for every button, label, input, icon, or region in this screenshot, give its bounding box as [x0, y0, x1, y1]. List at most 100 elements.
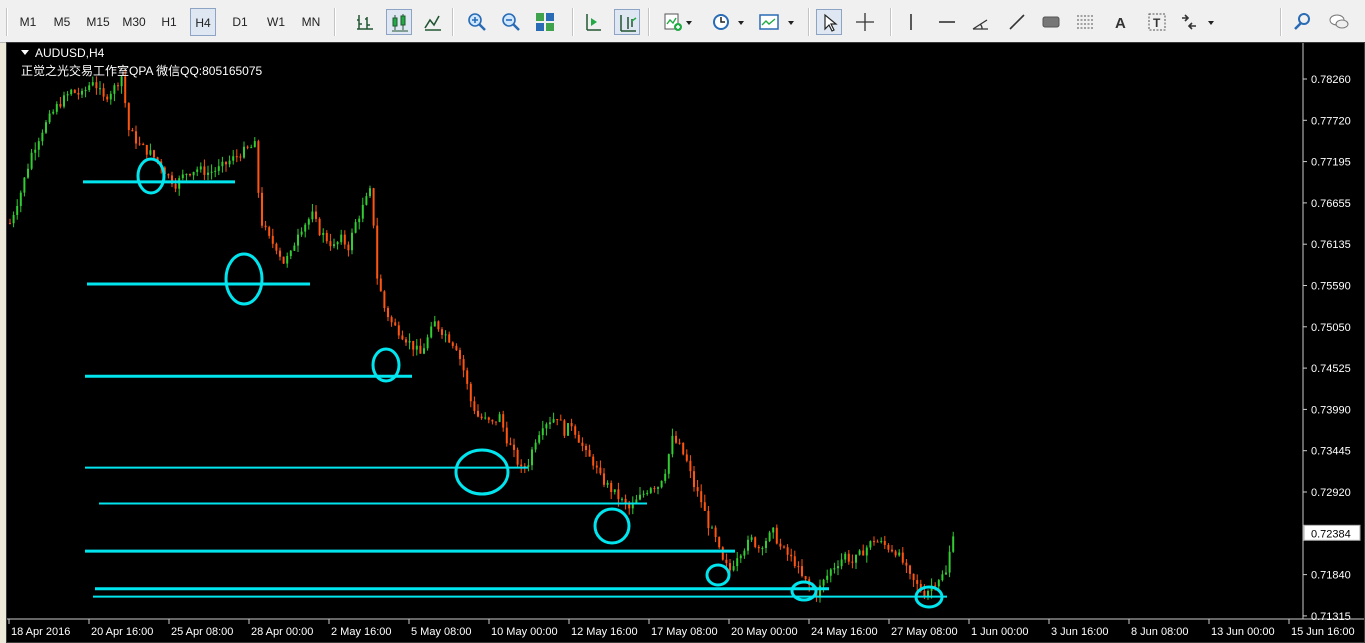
indicators-button[interactable] [660, 9, 686, 35]
search-button[interactable] [1290, 9, 1316, 35]
time-tick-label: 13 Jun 00:00 [1211, 626, 1275, 638]
price-chart[interactable]: 0.78260 0.77720 0.77195 0.76655 0.76135 0.755… [7, 43, 1364, 642]
toolbar-separator [6, 8, 8, 36]
current-price-box [1303, 524, 1361, 541]
candle-body [300, 231, 303, 235]
timeframe-h1[interactable]: H1 [161, 15, 177, 29]
crosshair-button[interactable] [852, 9, 878, 35]
timeframe-m1[interactable]: M1 [19, 15, 37, 29]
dropdown-arrow-icon[interactable] [1208, 21, 1214, 25]
toolbar-separator [452, 8, 454, 36]
line-chart-icon [424, 15, 441, 31]
candle-body [847, 553, 850, 562]
candle-body [282, 256, 285, 264]
collapse-arrow-icon[interactable] [21, 50, 29, 55]
candle-body [858, 550, 861, 555]
zoom-in-button[interactable] [464, 9, 490, 35]
trendline-icon [1009, 14, 1025, 30]
candle-body [952, 536, 955, 552]
chart-shift-button[interactable] [580, 9, 606, 35]
text-label-button[interactable]: T [1144, 9, 1170, 35]
time-tick-label: 8 Jun 08:00 [1131, 626, 1189, 638]
chart-window[interactable]: 0.78260 0.77720 0.77195 0.76655 0.76135 0.755… [6, 42, 1365, 643]
candle-body [451, 342, 454, 346]
dropdown-arrow-icon[interactable] [788, 21, 794, 25]
vertical-line-button[interactable] [898, 9, 924, 35]
candle-body [52, 111, 55, 114]
autoscroll-button[interactable] [614, 9, 640, 35]
candle-body [869, 541, 872, 548]
timeframe-h4[interactable]: H4 [190, 8, 216, 36]
time-tick-label: 27 May 08:00 [891, 626, 958, 638]
candle-body [635, 499, 638, 503]
candle-body [721, 547, 724, 560]
text-button[interactable]: A [1108, 9, 1134, 35]
candle-body [556, 419, 559, 421]
chat-button[interactable] [1326, 9, 1352, 35]
fibonacci-button[interactable] [1072, 9, 1098, 35]
candle-body [520, 464, 523, 467]
cursor-button[interactable] [816, 9, 842, 35]
candle-body [196, 169, 199, 172]
candle-body [210, 171, 213, 173]
highlight-circle [136, 157, 166, 195]
candle-body [232, 156, 235, 161]
rectangle-button[interactable] [1038, 9, 1064, 35]
timeframe-m5[interactable]: M5 [53, 15, 71, 29]
candle-body [81, 90, 83, 95]
price-tick-label: 0.78260 [1311, 74, 1351, 86]
time-tick-label: 15 Jun 16:00 [1291, 626, 1355, 638]
candle-body [739, 555, 742, 559]
price-tick-label: 0.77195 [1311, 157, 1351, 169]
dropdown-arrow-icon[interactable] [738, 21, 744, 25]
line-chart-button[interactable] [420, 9, 446, 35]
time-tick-label: 2 May 16:00 [331, 626, 392, 638]
horizontal-line-button[interactable] [934, 9, 960, 35]
candle-body [347, 244, 350, 251]
timeframe-mn[interactable]: MN [301, 15, 321, 29]
timeframe-m15[interactable]: M15 [86, 15, 110, 29]
symbol-title[interactable]: AUDUSD,H4 [21, 46, 104, 60]
periods-clock-button[interactable] [708, 9, 734, 35]
candle-body [84, 90, 87, 92]
candle-body [844, 553, 847, 560]
bar-chart-button[interactable] [352, 9, 378, 35]
zoom-out-button[interactable] [498, 9, 524, 35]
templates-button[interactable] [756, 9, 782, 35]
candle-body [311, 211, 314, 220]
symbol-title-text: AUDUSD,H4 [35, 46, 105, 60]
candle-body [779, 543, 782, 547]
candle-body [577, 434, 580, 443]
candle-body [192, 171, 195, 176]
timeframe-d1[interactable]: D1 [232, 15, 248, 29]
candle-body [549, 422, 551, 425]
candlestick-chart-button[interactable] [386, 9, 412, 35]
arrows-button[interactable] [1176, 9, 1202, 35]
candle-body [894, 551, 897, 556]
candle-body [77, 92, 80, 95]
trendline-button[interactable] [1004, 9, 1030, 35]
timeframe-w1[interactable]: W1 [267, 15, 285, 29]
candle-body [790, 554, 793, 557]
candle-body [934, 585, 937, 587]
candle-body [732, 566, 735, 571]
candle-body [682, 442, 685, 455]
candle-body [462, 359, 465, 371]
time-tick-label: 28 Apr 00:00 [251, 626, 313, 638]
candle-body [142, 143, 145, 145]
candle-body [624, 498, 627, 504]
text-icon: A [1115, 15, 1126, 32]
candle-body [783, 546, 785, 548]
svg-text:T: T [1153, 16, 1161, 30]
tile-windows-button[interactable] [532, 9, 558, 35]
candle-body [405, 339, 407, 343]
dropdown-arrow-icon[interactable] [686, 21, 692, 25]
candle-body [243, 146, 245, 158]
timeframe-m30[interactable]: M30 [122, 15, 146, 29]
candle-body [199, 166, 202, 170]
candle-body [498, 414, 501, 422]
candle-body [30, 152, 33, 169]
candle-body [541, 428, 544, 436]
candle-body [923, 590, 926, 598]
angle-trendline-button[interactable] [968, 9, 994, 35]
